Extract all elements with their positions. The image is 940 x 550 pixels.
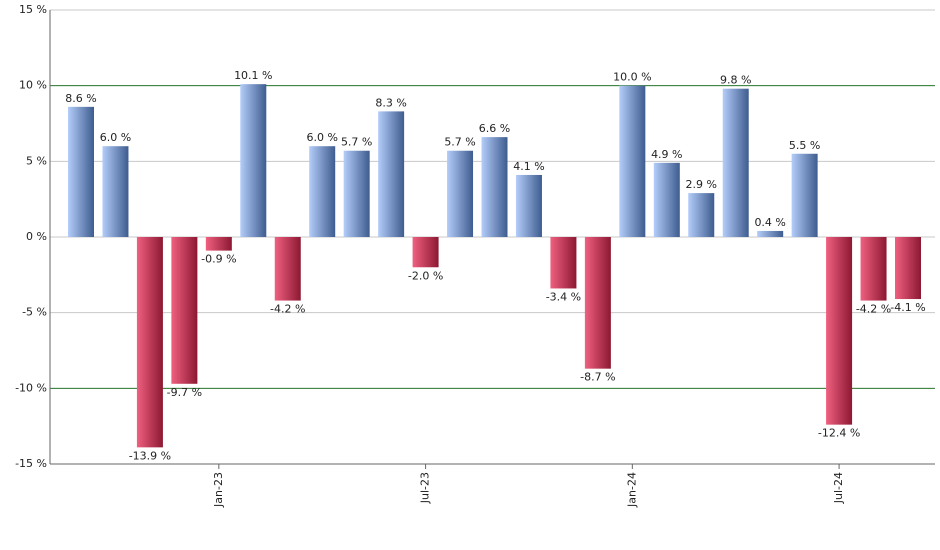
bar (550, 237, 577, 289)
y-tick-label: 15 % (19, 3, 47, 16)
value-label: 5.5 % (789, 139, 820, 152)
bar (171, 237, 198, 384)
value-label: 4.1 % (513, 160, 544, 173)
bar (860, 237, 887, 301)
bar (412, 237, 439, 268)
bar (447, 150, 474, 237)
bar (757, 230, 784, 237)
y-tick-label: 0 % (26, 230, 47, 243)
value-label: 8.3 % (375, 96, 406, 109)
bar (826, 237, 853, 425)
value-label: 6.6 % (479, 122, 510, 135)
value-label: -2.0 % (408, 269, 443, 282)
value-label: -4.2 % (270, 303, 305, 316)
value-label: 8.6 % (65, 92, 96, 105)
bar (584, 237, 611, 369)
value-label: 5.7 % (444, 136, 475, 149)
bar (68, 106, 94, 237)
bar (102, 146, 129, 237)
bar (895, 237, 921, 300)
bar (653, 162, 680, 237)
x-tick-label: Jan-23 (212, 472, 225, 508)
y-tick-label: 10 % (19, 79, 47, 92)
value-label: 6.0 % (100, 131, 131, 144)
value-label: -4.1 % (890, 301, 925, 314)
value-label: -4.2 % (856, 303, 891, 316)
value-label: -0.9 % (201, 253, 236, 266)
value-label: 10.1 % (234, 69, 272, 82)
value-label: -13.9 % (129, 449, 171, 462)
bar (309, 146, 336, 237)
y-tick-label: 5 % (26, 154, 47, 167)
bar (481, 137, 508, 237)
value-label: 2.9 % (686, 178, 717, 191)
bar (205, 237, 232, 251)
x-tick-label: Jan-24 (625, 472, 638, 508)
bar (619, 85, 646, 238)
bar (688, 193, 715, 237)
bar (791, 153, 818, 237)
bar (515, 174, 542, 237)
value-label: 6.0 % (306, 131, 337, 144)
bar (378, 111, 405, 237)
y-tick-label: -5 % (22, 306, 47, 319)
bar (136, 237, 163, 448)
bar (722, 88, 749, 238)
value-label: 0.4 % (754, 216, 785, 229)
x-tick-label: Jul-23 (419, 472, 432, 504)
x-tick-label: Jul-24 (832, 472, 845, 504)
bar (274, 237, 301, 301)
value-label: 4.9 % (651, 148, 682, 161)
value-label: -8.7 % (580, 371, 615, 384)
value-label: -3.4 % (546, 290, 581, 303)
value-label: 5.7 % (341, 136, 372, 149)
value-label: 9.8 % (720, 74, 751, 87)
value-label: 10.0 % (613, 71, 651, 84)
bar (240, 84, 267, 237)
bar (343, 150, 370, 237)
value-label: -12.4 % (818, 427, 860, 440)
value-label: -9.7 % (167, 386, 202, 399)
y-tick-label: -15 % (15, 457, 47, 470)
y-tick-label: -10 % (15, 381, 47, 394)
